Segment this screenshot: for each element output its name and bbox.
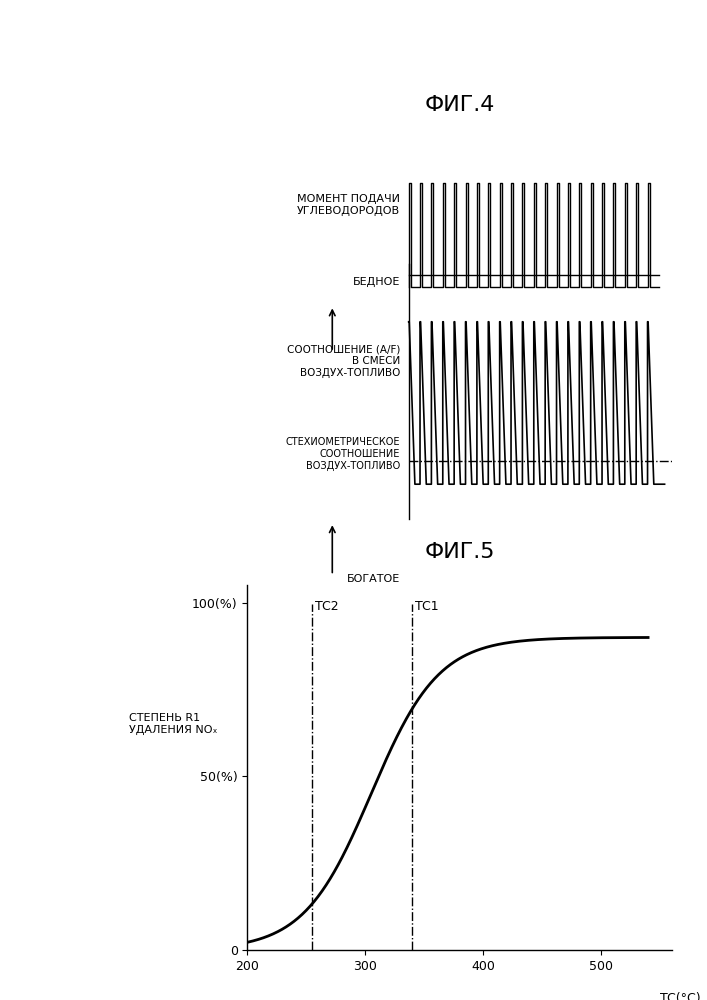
Text: БЕДНОЕ: БЕДНОЕ — [353, 277, 400, 287]
Text: МОМЕНТ ПОДАЧИ
УГЛЕВОДОРОДОВ: МОМЕНТ ПОДАЧИ УГЛЕВОДОРОДОВ — [297, 194, 400, 216]
Text: TC2: TC2 — [315, 600, 338, 613]
Text: TC(°C): TC(°C) — [660, 992, 701, 1000]
Text: СТЕПЕНЬ R1
УДАЛЕНИЯ NOₓ: СТЕПЕНЬ R1 УДАЛЕНИЯ NOₓ — [129, 713, 218, 735]
Text: БОГАТОЕ: БОГАТОЕ — [347, 574, 400, 584]
Text: СООТНОШЕНИЕ (A/F)
В СМЕСИ
ВОЗДУХ-ТОПЛИВО: СООТНОШЕНИЕ (A/F) В СМЕСИ ВОЗДУХ-ТОПЛИВО — [287, 345, 400, 378]
Text: TC1: TC1 — [415, 600, 438, 613]
Text: СТЕХИОМЕТРИЧЕСКОЕ
СООТНОШЕНИЕ
ВОЗДУХ-ТОПЛИВО: СТЕХИОМЕТРИЧЕСКОЕ СООТНОШЕНИЕ ВОЗДУХ-ТОП… — [286, 437, 400, 471]
Text: ФИГ.4: ФИГ.4 — [424, 95, 495, 115]
Title: ФИГ.5: ФИГ.5 — [424, 542, 495, 562]
